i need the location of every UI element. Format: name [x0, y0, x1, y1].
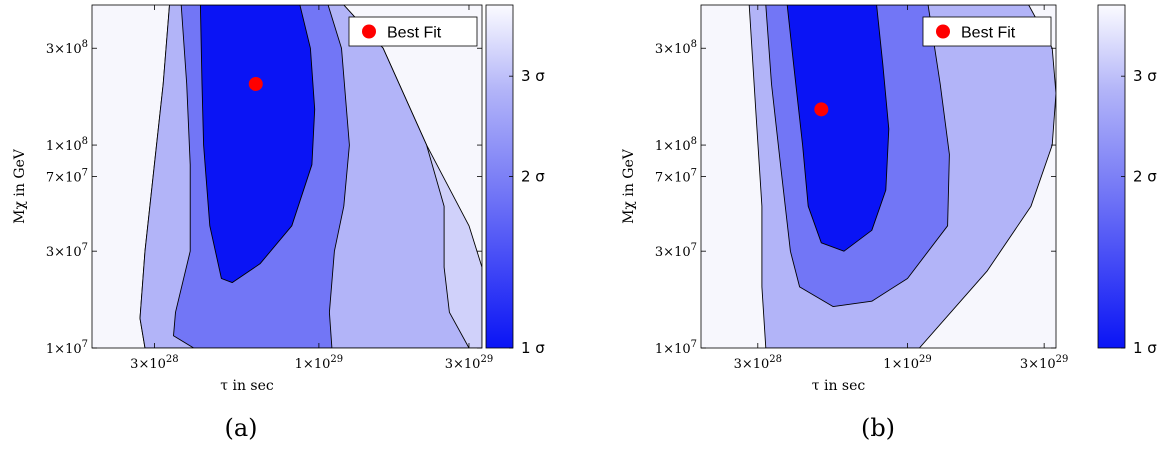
- legend-label: Best Fit: [387, 25, 442, 42]
- x-tick-label: 1×1029: [295, 354, 343, 372]
- colorbar-label: 2 σ: [521, 168, 545, 186]
- legend-label: Best Fit: [961, 25, 1016, 42]
- x-tick-label: 3×1028: [734, 354, 782, 372]
- colorbar: [1097, 4, 1126, 349]
- panel-b: 3×1028 1×1029 3×1029 1×107 3×107 7×107 1×108 3×…: [621, 4, 1157, 442]
- colorbar: [485, 4, 514, 349]
- y-tick-label: 1×107: [46, 339, 88, 357]
- y-tick-label: 1×108: [655, 136, 697, 154]
- x-axis-label: τ in sec: [220, 378, 274, 394]
- best-fit-marker: [814, 102, 829, 117]
- contour-layers: [748, 5, 1056, 348]
- y-tick-label: 1×107: [655, 339, 697, 357]
- colorbar-label: 2 σ: [1133, 168, 1157, 186]
- colorbar-label: 1 σ: [521, 339, 545, 357]
- x-tick-label: 3×1029: [445, 354, 493, 372]
- y-axis-label: Mχ in GeV: [12, 148, 28, 224]
- colorbar-label: 3 σ: [1133, 67, 1157, 85]
- x-tick-label: 3×1029: [1020, 354, 1068, 372]
- x-tick-label: 3×1028: [130, 354, 178, 372]
- panel-caption: (a): [224, 414, 257, 442]
- best-fit-marker: [248, 76, 263, 91]
- y-axis-label: Mχ in GeV: [621, 148, 637, 224]
- legend-marker: [936, 24, 950, 39]
- x-tick-label: 1×1029: [883, 354, 931, 372]
- y-tick-label: 1×108: [46, 136, 88, 154]
- contour-level-1: [199, 5, 316, 284]
- y-tick-label: 3×107: [46, 242, 88, 260]
- panel-caption: (b): [861, 414, 895, 442]
- panel-a: 3×1028 1×1029 3×1029 1×107 3×107 7×107 1×108 3×…: [12, 4, 545, 442]
- colorbar-label: 1 σ: [1133, 339, 1157, 357]
- x-axis-label: τ in sec: [812, 378, 866, 394]
- y-tick-label: 3×107: [655, 242, 697, 260]
- y-tick-label: 7×107: [46, 168, 88, 186]
- y-tick-label: 3×108: [46, 39, 88, 57]
- y-tick-label: 7×107: [655, 168, 697, 186]
- contour-level-1: [786, 5, 890, 252]
- y-tick-label: 3×108: [655, 39, 697, 57]
- colorbar-label: 3 σ: [521, 67, 545, 85]
- legend-marker: [362, 24, 376, 39]
- contour-layers: [139, 5, 482, 348]
